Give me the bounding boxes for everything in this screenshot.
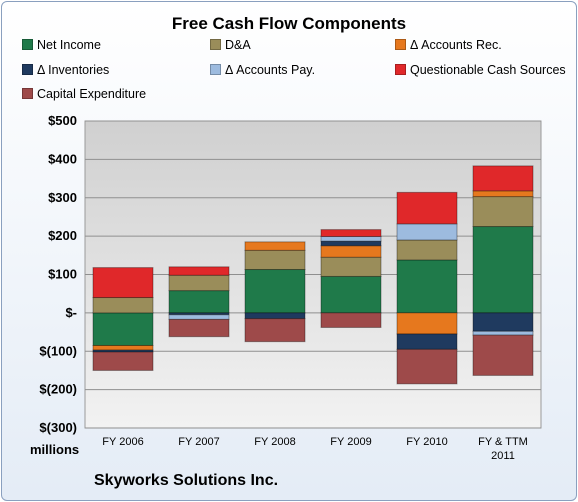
legend-item: Questionable Cash Sources	[395, 63, 566, 77]
legend-item: Δ Accounts Pay.	[210, 63, 315, 77]
legend-swatch	[22, 64, 33, 75]
bar-segment	[168, 274, 230, 292]
x-tick-label: FY 2010	[406, 436, 447, 448]
y-tick-label: $-	[65, 305, 77, 320]
bar-segment	[472, 226, 534, 314]
legend-label: Δ Inventories	[37, 63, 110, 77]
y-tick-labels: $500 $400 $300 $200 $100 $- $(100) $(200) $(300)	[39, 113, 77, 435]
legend-swatch	[210, 64, 221, 75]
y-tick-label: $300	[48, 190, 77, 205]
legend-item: Capital Expenditure	[22, 87, 146, 101]
bar-segment	[396, 191, 458, 225]
legend-swatch	[395, 39, 406, 50]
bar-segment	[320, 312, 382, 328]
y-tick-label: $(300)	[39, 420, 77, 435]
y-tick-label: $(100)	[39, 343, 77, 358]
gridlines	[85, 120, 541, 429]
y-tick-label: $100	[48, 267, 77, 282]
legend-swatch	[210, 39, 221, 50]
y-tick-label: $500	[48, 113, 77, 128]
bar-segment	[472, 190, 534, 198]
bar-segment	[244, 241, 306, 251]
bar-segment	[92, 312, 154, 346]
legend-swatch	[395, 64, 406, 75]
x-tick-label: FY 2009	[330, 436, 371, 448]
bar-segment	[244, 249, 306, 271]
legend-label: Δ Accounts Rec.	[410, 38, 502, 52]
bar-segment	[320, 240, 382, 247]
y-tick-label: $200	[48, 228, 77, 243]
legend-label: Δ Accounts Pay.	[225, 63, 316, 77]
bar-segment	[92, 351, 154, 371]
x-tick-label: FY 2008	[254, 436, 295, 448]
bar-segment	[472, 165, 534, 192]
bar-segment	[320, 275, 382, 314]
bar-segment	[472, 196, 534, 228]
bar-segment	[396, 333, 458, 350]
legend-label: Net Income	[37, 38, 101, 52]
bar-segment	[472, 334, 534, 376]
legend-item: Δ Accounts Rec.	[395, 38, 502, 52]
bar-segment	[320, 245, 382, 258]
bar-segment	[396, 239, 458, 261]
bar-segment	[396, 348, 458, 385]
legend-swatch	[22, 39, 33, 50]
bars	[92, 165, 534, 385]
bar-segment	[92, 344, 154, 351]
bar-segment	[244, 269, 306, 314]
bar-segment	[396, 312, 458, 335]
x-tick-label: FY & TTM 2011	[478, 436, 528, 462]
legend-item: Δ Inventories	[22, 63, 109, 77]
bar-segment	[320, 256, 382, 277]
units-label: millions	[30, 442, 80, 457]
bar-segment	[472, 312, 534, 332]
bar-segment	[244, 318, 306, 343]
bar-segment	[396, 223, 458, 241]
legend-item: Net Income	[22, 38, 101, 52]
legend-label: Capital Expenditure	[37, 87, 147, 101]
legend-label: Questionable Cash Sources	[410, 63, 566, 77]
bar-segment	[168, 314, 230, 320]
bar-segment	[320, 229, 382, 238]
legend-swatch	[22, 88, 33, 99]
chart-title: Free Cash Flow Components	[171, 14, 407, 33]
bar-segment	[92, 267, 154, 299]
bar-segment	[168, 266, 230, 276]
bar-segment	[244, 312, 306, 320]
legend-label: D&A	[225, 38, 251, 52]
bar-segment	[168, 318, 230, 338]
bar-segment	[168, 290, 230, 314]
bar-segment	[320, 236, 382, 242]
x-tick-labels: FY 2006 FY 2007 FY 2008 FY 2009 FY 2010 FY & …	[102, 436, 528, 462]
bar-segment	[472, 330, 534, 336]
y-tick-label: $(200)	[39, 382, 77, 397]
company-name: Skyworks Solutions Inc.	[94, 472, 279, 489]
x-tick-label: FY 2007	[178, 436, 219, 448]
legend-item: D&A	[210, 38, 251, 52]
x-tick-label: FY 2006	[102, 436, 143, 448]
bar-segment	[92, 297, 154, 314]
y-tick-label: $400	[48, 151, 77, 166]
bar-segment	[396, 259, 458, 314]
